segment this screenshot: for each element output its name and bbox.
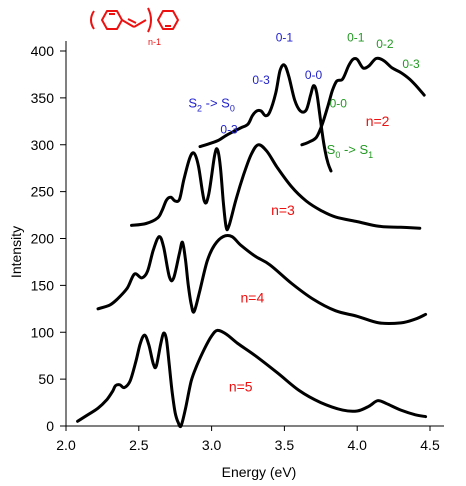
structure-left-bracket: [90, 10, 95, 30]
chain-length-label: n=3: [271, 202, 295, 218]
chain-length-label: n=4: [240, 289, 264, 305]
band-label: 0-3: [220, 123, 238, 137]
transition-label-part: S: [188, 95, 197, 110]
transition-label-part: S: [327, 142, 336, 157]
y-tick-label: 200: [31, 231, 55, 247]
spectrum-curve-1: [198, 63, 333, 173]
y-axis-title: Intensity: [8, 226, 24, 278]
x-tick-label: 3.5: [275, 437, 295, 453]
y-tick-label: 350: [31, 90, 55, 106]
transition-label-part: 1: [368, 150, 373, 160]
transition-label-part: 0: [230, 103, 235, 113]
chart-axes: 2.0 2.5 3.0 3.5 4.0 4.50501001502002503003504…: [31, 41, 444, 453]
x-tick-label: 2.5: [129, 437, 149, 453]
spectrum-curve-2: [300, 56, 426, 147]
y-tick-label: 100: [31, 324, 55, 340]
band-label: 0-0: [305, 68, 323, 82]
y-tick-label: 0: [46, 418, 54, 434]
x-tick-label: 4.5: [420, 437, 440, 453]
structure-subscript-label: n-1: [148, 37, 161, 47]
spectra-curves: [76, 56, 428, 429]
transition-label-part: -> S: [202, 95, 230, 110]
band-label: 0-1: [347, 31, 365, 45]
y-tick-label: 300: [31, 137, 55, 153]
x-tick-label: 2.0: [56, 437, 76, 453]
spectrum-curve-3: [130, 143, 422, 232]
band-label: 0-3: [252, 73, 270, 87]
spectrum-curve-4: [96, 234, 428, 326]
chain-length-label: n=2: [366, 113, 390, 129]
structure-right-phenyl-ring: [157, 10, 179, 30]
spectrum-curve-5: [76, 328, 428, 429]
band-label: 0-1: [276, 31, 294, 45]
y-tick-label: 250: [31, 184, 55, 200]
structure-vinylene-bond-2: [133, 19, 147, 28]
structure-vinylene-bond-1: [121, 19, 135, 28]
molecule-structure: n-1: [90, 7, 179, 47]
band-label: 0-2: [376, 37, 394, 51]
x-tick-label: 4.0: [347, 437, 367, 453]
y-tick-label: 400: [31, 43, 55, 59]
x-axis-title: Energy (eV): [222, 464, 297, 480]
y-tick-label: 50: [38, 371, 54, 387]
x-tick-label: 3.0: [202, 437, 222, 453]
transition-label: S0 -> S1: [327, 142, 374, 160]
structure-right-bracket: [147, 7, 152, 33]
y-tick-label: 150: [31, 277, 55, 293]
transition-label-part: 2: [197, 103, 202, 113]
band-label: 0-0: [330, 96, 348, 110]
transition-label: S2 -> S0: [188, 95, 235, 113]
chart-annotations: 0-30-30-10-00-1 0-20-30-0n=2n=3n=4n=5S2 -…: [188, 31, 420, 395]
band-label: 0-3: [402, 57, 420, 71]
transition-label-part: -> S: [340, 142, 368, 157]
transition-label-part: 0: [335, 150, 340, 160]
chain-length-label: n=5: [229, 378, 253, 394]
structure-vinylene-double-bond: [127, 18, 137, 24]
